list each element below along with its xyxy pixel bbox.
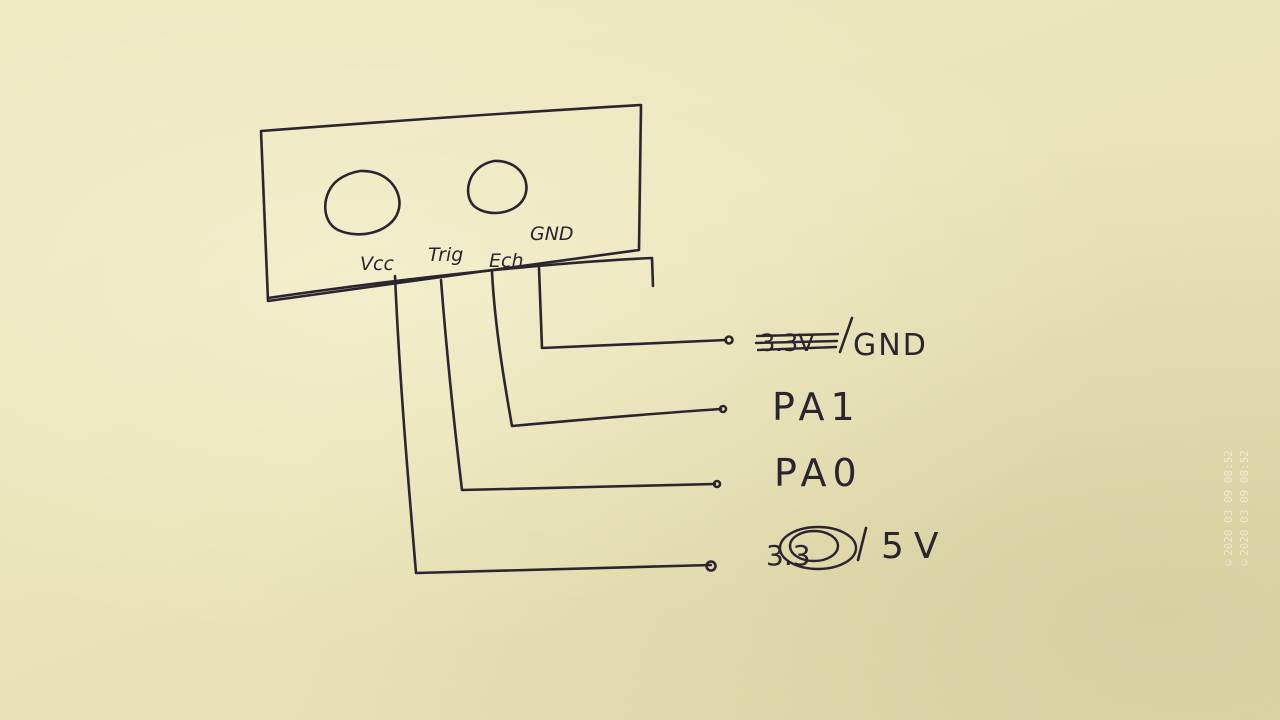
- terminal-gnd: [724, 335, 734, 345]
- pin-label-ech: Ech: [489, 250, 524, 272]
- slash-separator-gnd: [838, 316, 854, 354]
- wire-vcc: [393, 274, 713, 575]
- pin-label-gnd: GND: [530, 223, 574, 245]
- terminal-pa1: [718, 404, 728, 414]
- scribble-out-3v3-inner: [788, 529, 840, 563]
- terminal-pa0: [712, 479, 722, 489]
- label-pa1: PA1: [772, 385, 861, 429]
- label-pa0: PA0: [774, 451, 863, 495]
- label-5v: 5V: [881, 526, 949, 567]
- wire-gnd: [537, 266, 728, 350]
- strike-out-3v3-top: [754, 332, 840, 352]
- pin-label-trig: Trig: [428, 244, 463, 266]
- watermark-text: ©2020 03 09 08:52: [1222, 450, 1235, 569]
- slash-separator-5v: [856, 526, 868, 562]
- wire-trig: [439, 278, 717, 492]
- camera-timestamp-watermark: ©2020 03 09 08:52 ©2020 03 09 08:52: [1222, 450, 1262, 710]
- label-gnd: GND: [853, 328, 928, 363]
- transducer-right-circle: [466, 159, 528, 215]
- scribble-out-3v3: [778, 525, 858, 571]
- sensor-module-outline: [259, 103, 643, 303]
- pin-label-vcc: Vcc: [360, 253, 394, 275]
- terminal-5v: [705, 560, 717, 572]
- sensor-pin-header-line: [266, 256, 655, 300]
- wire-echo: [490, 270, 723, 428]
- transducer-left-circle: [324, 169, 401, 236]
- watermark-text-2: ©2020 03 09 08:52: [1238, 450, 1251, 569]
